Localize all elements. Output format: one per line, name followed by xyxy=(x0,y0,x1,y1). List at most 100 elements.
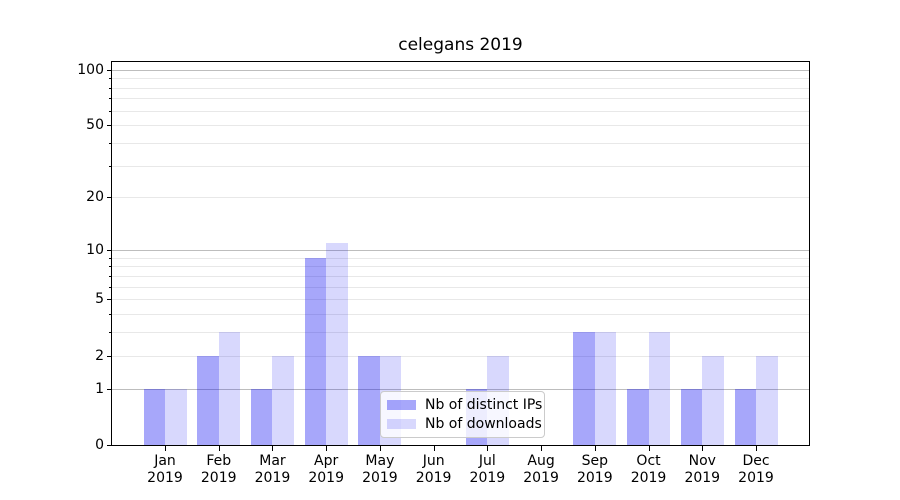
y-axis-tick xyxy=(107,197,112,199)
bar-distinct-ips xyxy=(304,257,327,445)
x-axis-tick xyxy=(272,446,274,451)
bar-distinct-ips xyxy=(143,388,165,445)
x-tick-label: Jun 2019 xyxy=(398,453,470,487)
bar-downloads xyxy=(165,388,187,445)
y-axis-tick xyxy=(107,125,112,127)
gridline-minor xyxy=(112,355,809,357)
x-tick-month: Jul xyxy=(478,453,496,469)
x-tick-year: 2019 xyxy=(469,470,506,486)
bar-distinct-ips xyxy=(734,388,756,445)
x-tick-year: 2019 xyxy=(630,470,667,486)
y-axis-tick xyxy=(107,69,112,71)
gridline-minor xyxy=(112,286,809,288)
bar-downloads xyxy=(326,242,348,445)
x-tick-month: Apr xyxy=(314,453,339,469)
x-tick-label: Jul 2019 xyxy=(451,453,523,487)
gridline-minor xyxy=(112,299,809,301)
y-axis-tick xyxy=(107,355,112,357)
bar-downloads xyxy=(648,332,671,445)
gridline-minor xyxy=(112,142,809,144)
gridline-minor xyxy=(112,78,809,80)
y-axis-minor-tick xyxy=(109,165,112,167)
bar-downloads xyxy=(702,355,724,445)
x-tick-month: Mar xyxy=(259,453,286,469)
gridline-major xyxy=(112,69,809,71)
x-tick-label: Apr 2019 xyxy=(290,453,362,487)
x-axis-tick xyxy=(541,446,543,451)
x-axis-tick xyxy=(594,446,596,451)
x-tick-month: Jan xyxy=(154,453,176,469)
y-axis-minor-tick xyxy=(109,332,112,334)
gridline-minor xyxy=(112,314,809,316)
x-tick-month: Nov xyxy=(688,453,716,469)
x-tick-label: Aug 2019 xyxy=(505,453,577,487)
x-axis-tick xyxy=(433,446,435,451)
x-tick-year: 2019 xyxy=(738,470,774,486)
x-axis-tick xyxy=(756,446,757,451)
legend-item-distinct-ips: Nb of distinct IPs xyxy=(387,397,542,413)
x-axis-tick xyxy=(487,446,489,451)
y-axis-minor-tick xyxy=(109,275,112,277)
gridline-minor xyxy=(112,165,809,167)
x-tick-label: Oct 2019 xyxy=(613,453,685,487)
x-tick-label: Jan 2019 xyxy=(129,453,201,487)
bar-distinct-ips xyxy=(358,355,380,445)
y-tick-label: 5 xyxy=(95,291,104,308)
x-tick-label: Sep 2019 xyxy=(559,453,631,487)
x-tick-year: 2019 xyxy=(254,470,291,486)
y-tick-label: 100 xyxy=(77,61,104,78)
x-tick-year: 2019 xyxy=(684,470,721,486)
x-tick-month: Feb xyxy=(206,453,232,469)
legend-label-distinct-ips: Nb of distinct IPs xyxy=(425,397,543,414)
x-tick-year: 2019 xyxy=(415,470,452,486)
gridline-minor xyxy=(112,110,809,112)
legend-label-downloads: Nb of downloads xyxy=(425,415,542,432)
x-tick-month: Sep xyxy=(581,453,608,469)
y-axis-minor-tick xyxy=(109,286,112,288)
y-axis-minor-tick xyxy=(109,257,112,259)
bar-distinct-ips xyxy=(197,355,219,445)
x-tick-year: 2019 xyxy=(362,470,398,486)
y-tick-label: 2 xyxy=(95,347,104,364)
x-axis-tick xyxy=(648,446,650,451)
x-axis-tick xyxy=(165,446,166,451)
x-axis-tick xyxy=(218,446,220,451)
x-tick-month: Aug xyxy=(527,453,555,469)
y-axis-minor-tick xyxy=(109,98,112,100)
bar-distinct-ips xyxy=(680,388,703,445)
gridline-major xyxy=(112,249,809,251)
gridline-minor xyxy=(112,197,809,199)
x-tick-year: 2019 xyxy=(147,470,183,486)
bar-distinct-ips xyxy=(627,388,649,445)
y-axis-minor-tick xyxy=(109,314,112,316)
bar-distinct-ips xyxy=(250,388,273,445)
plot-area xyxy=(111,61,810,446)
x-tick-year: 2019 xyxy=(200,470,237,486)
x-axis-tick xyxy=(702,446,704,451)
x-tick-month: Oct xyxy=(636,453,661,469)
x-axis-tick xyxy=(326,446,328,451)
legend-item-downloads: Nb of downloads xyxy=(387,416,542,432)
y-tick-label: 10 xyxy=(86,241,104,258)
gridline-minor xyxy=(112,275,809,277)
chart-title: celegans 2019 xyxy=(398,35,523,55)
x-tick-month: Jun xyxy=(422,453,445,469)
gridline-minor xyxy=(112,332,809,334)
x-tick-label: Feb 2019 xyxy=(183,453,255,487)
bar-downloads xyxy=(272,355,294,445)
y-axis-tick xyxy=(107,249,112,251)
x-tick-label: May 2019 xyxy=(344,453,416,487)
y-axis-minor-tick xyxy=(109,78,112,80)
legend-swatch-downloads xyxy=(387,418,416,429)
gridline-minor xyxy=(112,125,809,127)
y-tick-label: 1 xyxy=(95,380,104,397)
x-tick-year: 2019 xyxy=(576,470,613,486)
x-axis-tick xyxy=(379,446,381,451)
y-tick-label: 0 xyxy=(95,437,104,453)
bar-downloads xyxy=(756,355,778,445)
x-tick-year: 2019 xyxy=(308,470,344,486)
x-tick-label: Dec 2019 xyxy=(720,453,792,487)
gridline-minor xyxy=(112,266,809,268)
x-tick-month: Dec xyxy=(742,453,770,469)
